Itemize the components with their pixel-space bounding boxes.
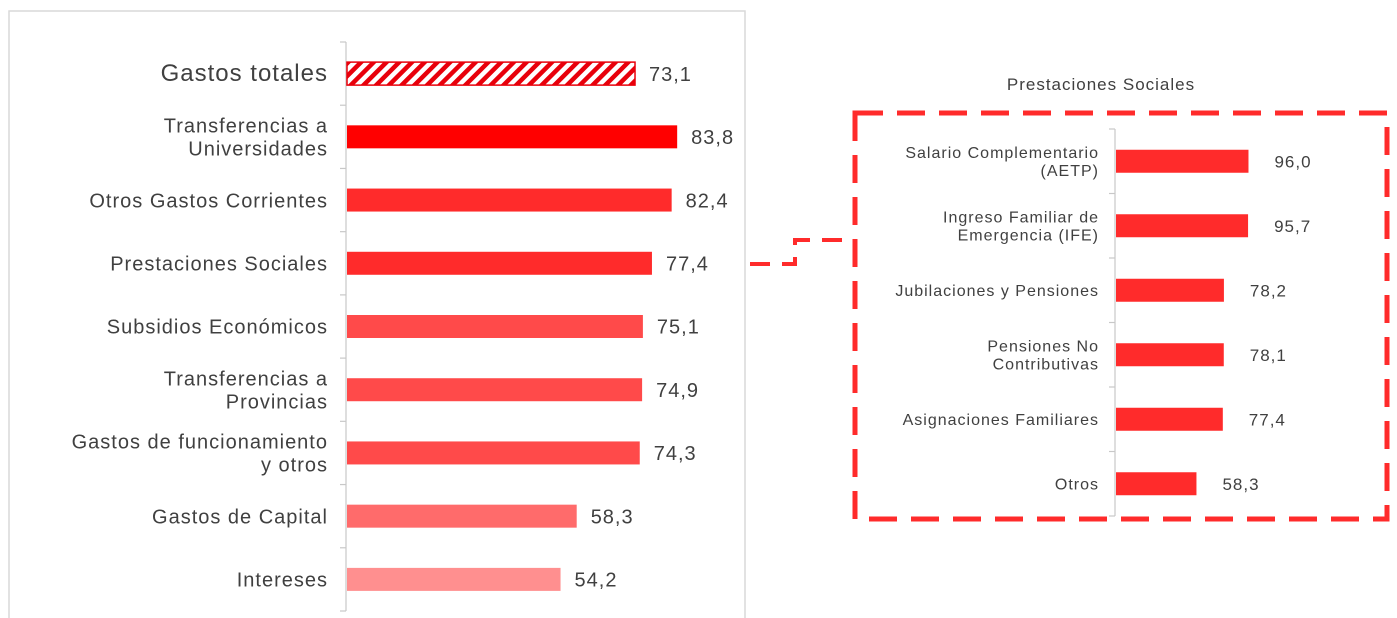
inset-category-line: Pensiones No (987, 339, 1099, 356)
main-bar-gastos-totales (346, 61, 636, 86)
main-bar-transferencias-a-provincias (347, 378, 643, 402)
inset-bar-salario-complementario-aetp (1116, 149, 1249, 173)
inset-category-label: Salario Complementario (AETP) (905, 145, 1099, 180)
main-category-line: Gastos de funcionamiento (72, 432, 328, 454)
inset-chart-category-labels: Salario Complementario (AETP) Ingreso Fami… (895, 145, 1099, 494)
inset-category-label: Asignaciones Familiares (903, 412, 1099, 429)
main-category-label: Gastos de funcionamiento y otros (72, 432, 328, 477)
main-value-label: 58,3 (591, 506, 634, 528)
inset-category-label: Ingreso Familiar de Emergencia (IFE) (943, 210, 1099, 245)
inset-value-label: 78,1 (1250, 346, 1287, 365)
main-bar-prestaciones-sociales (347, 251, 652, 275)
inset-value-label: 95,7 (1274, 217, 1311, 236)
main-chart-axis (340, 41, 347, 612)
inset-bar-jubilaciones-y-pensiones (1116, 278, 1224, 302)
main-category-label: Intereses (237, 570, 328, 592)
inset-category-line: (AETP) (1041, 163, 1099, 180)
main-chart-bars (346, 61, 678, 591)
main-category-line: Gastos de Capital (152, 506, 328, 528)
connector-line (750, 238, 845, 266)
inset-value-label: 58,3 (1222, 475, 1259, 494)
main-bar-subsidios-economicos (347, 315, 643, 338)
main-category-line: y otros (261, 455, 328, 477)
main-bar-gastos-de-capital (347, 504, 577, 528)
inset-chart-bars (1116, 149, 1249, 496)
main-category-line: Provincias (226, 391, 328, 413)
inset-category-line: Emergencia (IFE) (958, 228, 1099, 245)
main-value-label: 54,2 (575, 570, 618, 592)
main-value-label: 74,9 (656, 380, 699, 402)
inset-bar-ingreso-familiar-de-emergencia-ife (1116, 214, 1249, 238)
main-value-label: 83,8 (691, 127, 734, 149)
main-category-label: Transferencias a Provincias (164, 368, 328, 413)
main-category-line: Transferencias a (164, 368, 328, 390)
inset-category-line: Salario Complementario (905, 145, 1099, 162)
main-bar-intereses (347, 567, 561, 591)
inset-chart-axis (1109, 128, 1116, 517)
main-category-line: Intereses (237, 570, 328, 592)
main-category-line: Gastos totales (161, 60, 328, 87)
inset-chart-title: Prestaciones Sociales (1007, 75, 1195, 94)
main-value-label: 73,1 (649, 64, 692, 86)
main-category-label: Otros Gastos Corrientes (89, 190, 328, 212)
main-value-label: 82,4 (686, 190, 729, 212)
inset-category-line: Asignaciones Familiares (903, 412, 1099, 429)
inset-category-line: Contributivas (993, 357, 1099, 374)
main-category-label: Gastos de Capital (152, 506, 328, 528)
main-value-label: 75,1 (657, 317, 700, 339)
main-category-line: Prestaciones Sociales (110, 253, 328, 275)
main-bar-gastos-de-funcionamiento-y-otros (347, 441, 640, 465)
inset-value-label: 96,0 (1274, 152, 1311, 171)
inset-dashed-frame (852, 110, 1390, 522)
inset-category-line: Ingreso Familiar de (943, 210, 1099, 227)
inset-bar-asignaciones-familiares (1116, 407, 1223, 431)
main-bar-transferencias-a-universidades (347, 125, 678, 149)
inset-chart-value-labels: 96,0 95,7 78,2 78,1 77,4 58,3 (1222, 152, 1311, 494)
main-bar-otros-gastos-corrientes (347, 188, 672, 212)
inset-bar-pensiones-no-contributivas (1116, 343, 1224, 367)
inset-category-label: Pensiones No Contributivas (987, 339, 1099, 374)
inset-category-line: Jubilaciones y Pensiones (895, 283, 1099, 300)
main-value-label: 74,3 (654, 443, 697, 465)
main-category-label: Transferencias a Universidades (164, 116, 328, 161)
main-category-line: Otros Gastos Corrientes (89, 190, 328, 212)
inset-value-label: 77,4 (1249, 410, 1286, 429)
main-value-label: 77,4 (666, 253, 709, 275)
main-category-line: Subsidios Económicos (107, 317, 328, 339)
inset-category-line: Otros (1055, 477, 1099, 494)
inset-value-label: 78,2 (1250, 281, 1287, 300)
main-category-line: Universidades (188, 139, 328, 161)
inset-category-label: Jubilaciones y Pensiones (895, 283, 1099, 300)
main-category-label: Prestaciones Sociales (110, 253, 328, 275)
inset-bar-otros (1116, 472, 1197, 496)
main-category-label: Gastos totales (161, 60, 328, 87)
main-chart-value-labels: 73,1 83,8 82,4 77,4 75,1 74,9 74,3 58,3 54,2 (575, 64, 734, 592)
main-category-line: Transferencias a (164, 116, 328, 138)
inset-category-label: Otros (1055, 477, 1099, 494)
main-category-label: Subsidios Económicos (107, 317, 328, 339)
